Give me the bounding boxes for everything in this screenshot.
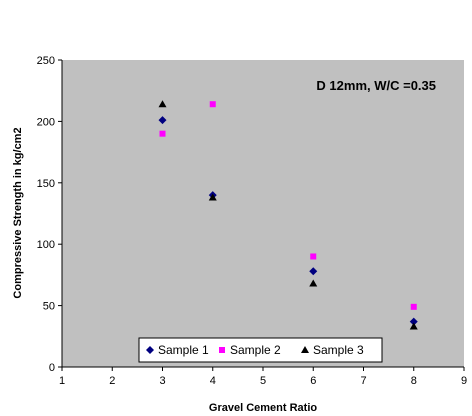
legend-label: Sample 2 — [230, 343, 281, 357]
legend: Sample 1 Sample 2 Sample 3 — [138, 337, 383, 363]
x-tick-label: 3 — [159, 375, 165, 387]
data-point-series-2 — [209, 101, 216, 108]
x-axis-ticks: 1 2 3 4 5 6 7 8 9 — [59, 367, 467, 387]
data-point-series-1 — [158, 116, 167, 125]
x-tick-label: 7 — [360, 375, 366, 387]
x-tick-label: 5 — [260, 375, 266, 387]
x-axis-title: Gravel Cement Ratio — [209, 402, 317, 414]
data-points — [158, 100, 418, 330]
y-axis-ticks: 0 50 100 150 200 250 — [37, 55, 62, 374]
x-tick-label: 6 — [310, 375, 316, 387]
x-tick-label: 1 — [59, 375, 65, 387]
data-point-series-3 — [208, 193, 217, 201]
legend-box — [138, 337, 383, 363]
x-tick-label: 9 — [461, 375, 467, 387]
y-tick-label: 0 — [49, 362, 55, 374]
data-point-series-3 — [309, 279, 318, 287]
x-tick-label: 2 — [109, 375, 115, 387]
annotation-label: D 12mm, W/C =0.35 — [316, 78, 436, 93]
y-tick-label: 250 — [37, 55, 55, 67]
legend-marker-series-2 — [219, 347, 225, 353]
data-point-series-2 — [310, 253, 317, 260]
y-tick-label: 150 — [37, 178, 55, 190]
legend-label: Sample 3 — [313, 343, 364, 357]
data-point-series-3 — [158, 100, 167, 108]
data-point-series-1 — [309, 267, 318, 276]
legend-label: Sample 1 — [158, 343, 209, 357]
legend-items: Sample 1 Sample 2 Sample 3 — [146, 343, 364, 357]
y-tick-label: 200 — [37, 116, 55, 128]
data-point-series-1 — [409, 317, 418, 326]
y-tick-label: 100 — [37, 239, 55, 251]
legend-marker-series-3 — [301, 346, 309, 353]
y-axis-title: Compressive Strength in kg/cm2 — [12, 127, 24, 298]
y-tick-label: 50 — [43, 301, 55, 313]
plot-area — [62, 60, 464, 367]
data-point-series-2 — [159, 130, 166, 137]
data-point-series-2 — [410, 303, 417, 310]
data-point-series-3 — [409, 322, 418, 330]
legend-marker-series-1 — [146, 346, 154, 354]
x-tick-label: 4 — [210, 375, 216, 387]
x-tick-label: 8 — [411, 375, 417, 387]
